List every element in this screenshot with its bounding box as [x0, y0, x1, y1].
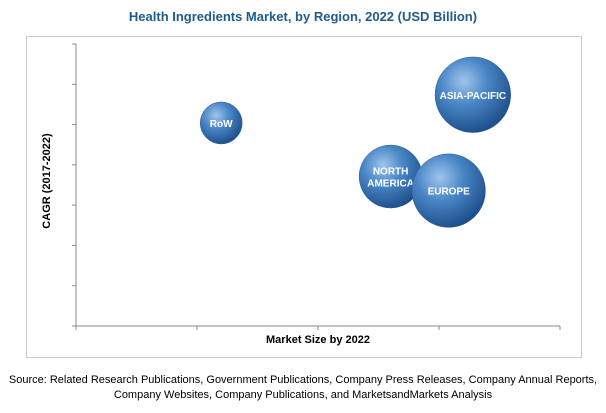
bubble-label: ASIA-PACIFIC [440, 91, 506, 102]
source-note: Source: Related Research Publications, G… [8, 374, 598, 401]
chart-title: Health Ingredients Market, by Region, 20… [128, 9, 478, 24]
bubble-asia-pacific: ASIA-PACIFIC [434, 56, 511, 133]
bubble-europe: EUROPE [411, 153, 486, 228]
bubble-circle [411, 153, 486, 228]
bubble-circle [434, 56, 511, 133]
bubble-circle [199, 101, 243, 145]
bubble-label: EUROPE [428, 187, 471, 198]
bubble-label: NORTH [373, 167, 409, 178]
plot-frame [26, 36, 582, 358]
bubble-label: RoW [210, 119, 233, 130]
axes [72, 43, 561, 330]
x-axis-label: Market Size by 2022 [266, 334, 370, 346]
bubble-row: RoW [199, 101, 243, 145]
bubble-label: AMERICA [367, 179, 414, 190]
y-axis-label: CAGR (2017-2022) [41, 133, 53, 229]
